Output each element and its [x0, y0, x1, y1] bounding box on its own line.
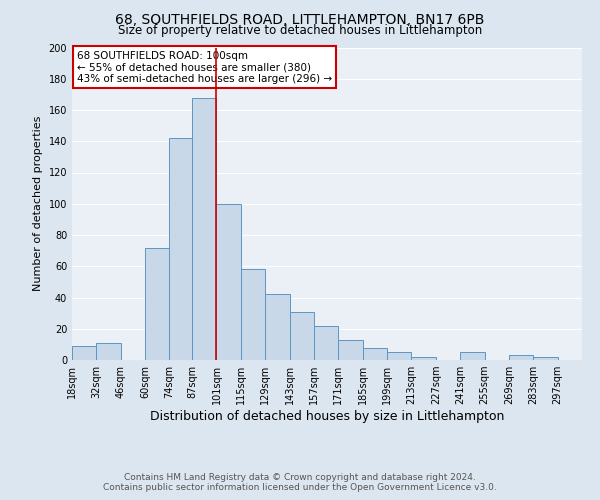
Bar	[241, 270, 265, 360]
Y-axis label: Number of detached properties: Number of detached properties	[33, 116, 43, 292]
Text: 68 SOUTHFIELDS ROAD: 100sqm
← 55% of detached houses are smaller (380)
43% of se: 68 SOUTHFIELDS ROAD: 100sqm ← 55% of det…	[77, 50, 332, 84]
Bar	[387, 352, 412, 360]
Bar	[192, 98, 217, 360]
Bar	[412, 357, 436, 360]
Text: 68, SOUTHFIELDS ROAD, LITTLEHAMPTON, BN17 6PB: 68, SOUTHFIELDS ROAD, LITTLEHAMPTON, BN1…	[115, 12, 485, 26]
Bar	[217, 204, 241, 360]
Bar	[362, 348, 387, 360]
Bar	[509, 356, 533, 360]
Bar	[97, 343, 121, 360]
Bar	[314, 326, 338, 360]
Bar	[338, 340, 362, 360]
Bar	[290, 312, 314, 360]
Bar	[533, 357, 557, 360]
X-axis label: Distribution of detached houses by size in Littlehampton: Distribution of detached houses by size …	[150, 410, 504, 423]
Bar	[145, 248, 169, 360]
Bar	[460, 352, 485, 360]
Text: Size of property relative to detached houses in Littlehampton: Size of property relative to detached ho…	[118, 24, 482, 37]
Text: Contains HM Land Registry data © Crown copyright and database right 2024.
Contai: Contains HM Land Registry data © Crown c…	[103, 473, 497, 492]
Bar	[72, 346, 97, 360]
Bar	[169, 138, 192, 360]
Bar	[265, 294, 290, 360]
